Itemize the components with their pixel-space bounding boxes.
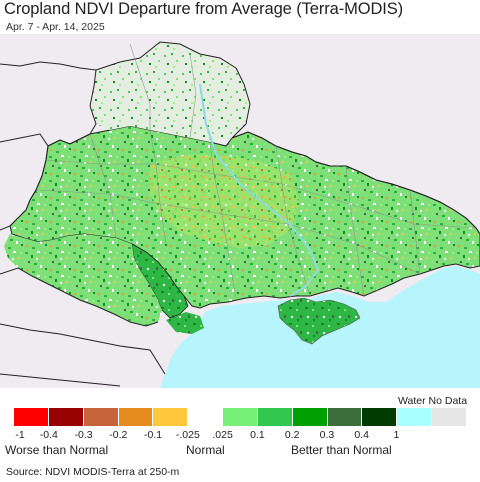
legend-swatch	[188, 408, 224, 426]
north-sparse-zone	[90, 42, 250, 142]
legend-tick-label: 1	[393, 429, 400, 441]
legend-ticks: -1 -0.4 -0.3 -0.2 -0.1 -.025 .025 0.1 0.2 0.3 0.4 1	[0, 429, 480, 443]
date-range: Apr. 7 - Apr. 14, 2025	[6, 21, 105, 33]
legend-swatch	[48, 408, 84, 426]
legend-tick-label: 0.3	[319, 429, 335, 441]
legend-swatch	[292, 408, 328, 426]
legend-swatch	[83, 408, 119, 426]
legend-tick-label: 0.1	[250, 429, 265, 441]
legend-swatch	[397, 408, 433, 426]
border-lower	[0, 373, 121, 387]
border-west	[0, 133, 49, 231]
legend-swatch	[362, 408, 398, 426]
moldova-region	[131, 243, 189, 319]
legend-water-no-data-label: Water No Data	[398, 395, 468, 407]
central-warm-zone	[150, 154, 300, 248]
legend-tick-label: -0.2	[109, 429, 128, 441]
legend-swatch	[327, 408, 363, 426]
legend-swatch	[223, 408, 258, 426]
legend-better-label: Better than Normal	[291, 443, 392, 457]
legend-worse-label: Worse than Normal	[5, 443, 109, 457]
border-south-west	[0, 267, 159, 327]
border-north	[0, 41, 237, 71]
legend-tick-label: 0.2	[284, 429, 300, 441]
legend-swatch	[257, 408, 293, 426]
ndvi-map	[0, 34, 480, 388]
border-belarus	[47, 69, 97, 147]
border-south-balkan	[0, 323, 166, 375]
southwest-region	[4, 234, 162, 326]
legend-color-bar	[14, 408, 466, 426]
source-note: Source: NDVI MODIS-Terra at 250-m	[6, 466, 180, 478]
crimea	[277, 297, 361, 345]
legend-normal-label: Normal	[186, 443, 225, 457]
legend-swatch	[153, 408, 189, 426]
legend-tick-label: .025	[212, 429, 233, 441]
legend-tick-label: -1	[15, 429, 25, 441]
border-east	[231, 67, 480, 235]
legend-tick-label: -0.4	[39, 429, 58, 441]
legend-tick-label: -.025	[175, 429, 200, 441]
legend-tick-label: -0.1	[144, 429, 163, 441]
legend-tick-label: -0.3	[74, 429, 93, 441]
legend-tick-label: 0.4	[354, 429, 369, 441]
map-title: Cropland NDVI Departure from Average (Te…	[4, 0, 404, 18]
legend-swatch	[432, 408, 466, 426]
danube-delta	[166, 312, 204, 334]
legend-swatch	[118, 408, 154, 426]
dnipro-river	[199, 83, 320, 297]
legend-swatch	[14, 408, 49, 426]
